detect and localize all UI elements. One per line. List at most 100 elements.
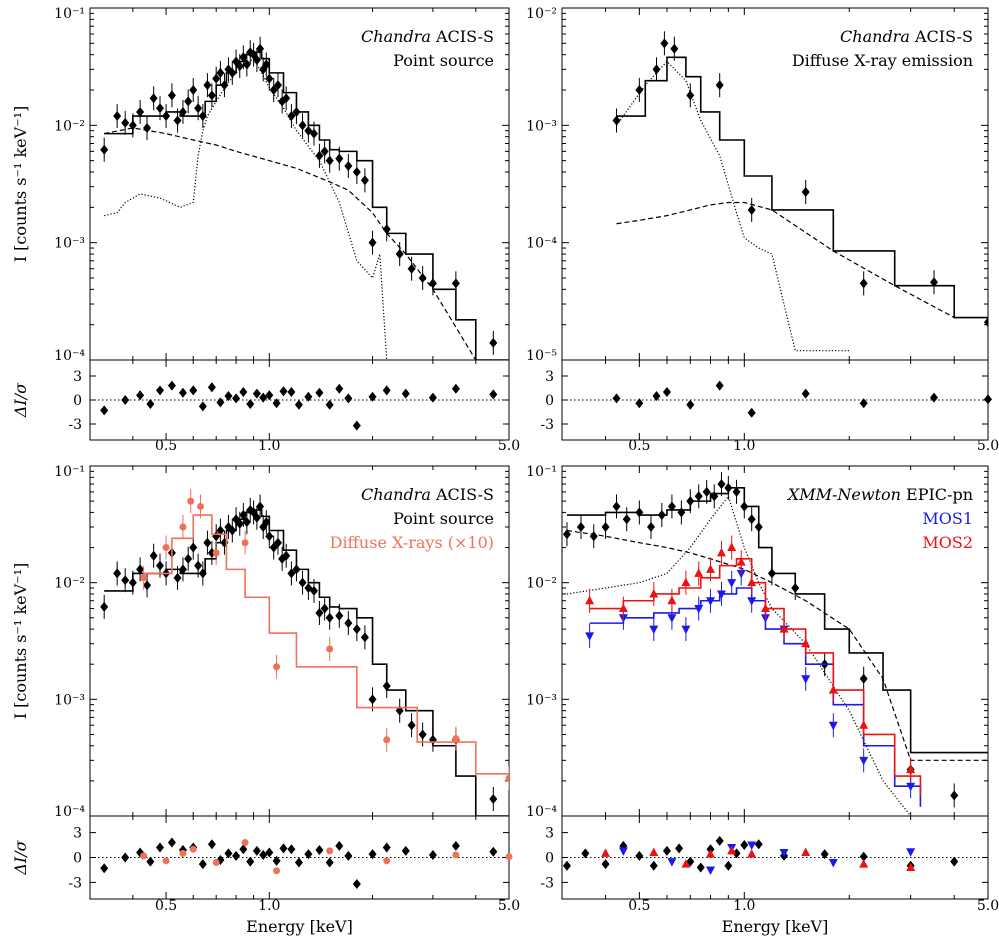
data-point <box>256 501 265 512</box>
residual-point <box>724 860 733 871</box>
residual-tick-label: 0 <box>73 393 82 409</box>
data-point <box>162 544 170 552</box>
residual-point <box>146 856 155 867</box>
residual-point <box>279 843 288 854</box>
data-point <box>273 537 282 548</box>
data-point <box>269 85 278 96</box>
data-point <box>452 735 460 743</box>
data-point <box>747 514 756 525</box>
residual-point <box>155 385 164 396</box>
residual-tick-label: 0 <box>545 851 554 867</box>
residual-point <box>562 860 571 871</box>
residual-point <box>428 850 437 861</box>
data-point <box>216 525 225 536</box>
annotation-text: Point source <box>393 509 494 528</box>
plot-area <box>562 472 988 816</box>
residual-point <box>189 845 197 853</box>
data-point <box>140 574 148 582</box>
y-tick-label: 10⁻⁴ <box>54 804 85 820</box>
residual-point <box>167 380 176 391</box>
data-point <box>736 557 746 566</box>
data-point <box>184 553 193 564</box>
data-point <box>287 568 296 579</box>
data-point <box>207 90 216 101</box>
data-point <box>715 80 724 91</box>
annotation-text: Diffuse X-rays (×10) <box>330 533 494 552</box>
data-point <box>451 278 460 289</box>
residual-point <box>207 839 216 850</box>
x-axis-label: Energy [keV] <box>722 917 829 936</box>
data-point <box>194 103 203 114</box>
residual-point <box>167 837 176 848</box>
y-tick-label: 10⁻¹ <box>526 464 557 480</box>
residual-point <box>667 858 677 867</box>
residual-point <box>155 842 164 853</box>
residual-point <box>401 388 410 399</box>
residual-tick-label: -3 <box>68 875 82 891</box>
residual-point <box>241 839 249 847</box>
data-point <box>189 542 198 553</box>
residual-axis-label: ΔI/σ <box>11 382 30 418</box>
residual-tick-label: 3 <box>73 826 82 842</box>
y-tick-label: 10⁻³ <box>526 692 557 708</box>
x-tick-label: 0.5 <box>155 438 177 454</box>
model-line <box>566 495 912 816</box>
residual-point <box>325 857 334 868</box>
residual-point <box>451 383 460 394</box>
residual-point <box>727 845 737 855</box>
data-point <box>167 90 176 101</box>
residual-point <box>224 848 233 859</box>
model-line <box>104 127 477 360</box>
data-series <box>100 36 498 355</box>
model-line <box>589 558 922 796</box>
x-tick-label: 1.0 <box>258 898 280 914</box>
data-point <box>325 155 334 166</box>
y-tick-label: 10⁻⁴ <box>526 236 557 252</box>
data-point <box>694 568 704 577</box>
residual-axis-label: ΔI/σ <box>11 839 30 875</box>
data-point <box>325 612 334 623</box>
residual-point <box>906 862 916 871</box>
residual-point <box>265 390 274 401</box>
data-point <box>335 610 344 621</box>
annotation-text: XMM-Newton EPIC-pn <box>786 485 973 504</box>
residual-point <box>706 866 716 875</box>
residual-point <box>601 859 610 870</box>
residual-point <box>984 394 992 405</box>
data-point <box>136 564 145 575</box>
data-point <box>235 518 244 529</box>
data-point <box>203 80 212 91</box>
residual-point <box>383 857 391 865</box>
residual-point <box>216 397 225 408</box>
data-point <box>287 111 296 122</box>
residual-tick-label: 3 <box>73 369 82 385</box>
residual-point <box>662 845 671 856</box>
residual-point <box>100 863 109 874</box>
model-line <box>143 514 509 775</box>
data-point <box>652 64 661 75</box>
residual-point <box>352 420 361 431</box>
data-point <box>149 550 158 561</box>
residual-point <box>198 401 207 412</box>
data-point <box>265 73 274 84</box>
data-point <box>113 111 122 122</box>
x-tick-label: 1.0 <box>258 438 280 454</box>
residual-point <box>820 849 829 860</box>
residual-point <box>681 859 691 868</box>
data-point <box>315 607 324 618</box>
data-point <box>950 790 959 801</box>
data-point <box>727 542 737 552</box>
data-point <box>576 522 585 533</box>
residual-point <box>635 850 644 861</box>
annotation-text: Chandra ACIS-S <box>840 27 973 46</box>
residual-point <box>929 392 938 403</box>
model-line <box>589 587 922 807</box>
x-tick-label: 1.0 <box>733 438 755 454</box>
y-axis-label: I [counts s⁻¹ keV⁻¹] <box>11 563 30 720</box>
data-point <box>256 43 265 54</box>
data-point <box>667 595 677 605</box>
residual-point <box>136 390 145 401</box>
data-point <box>859 673 868 684</box>
data-point <box>801 675 811 684</box>
data-point <box>298 577 307 588</box>
